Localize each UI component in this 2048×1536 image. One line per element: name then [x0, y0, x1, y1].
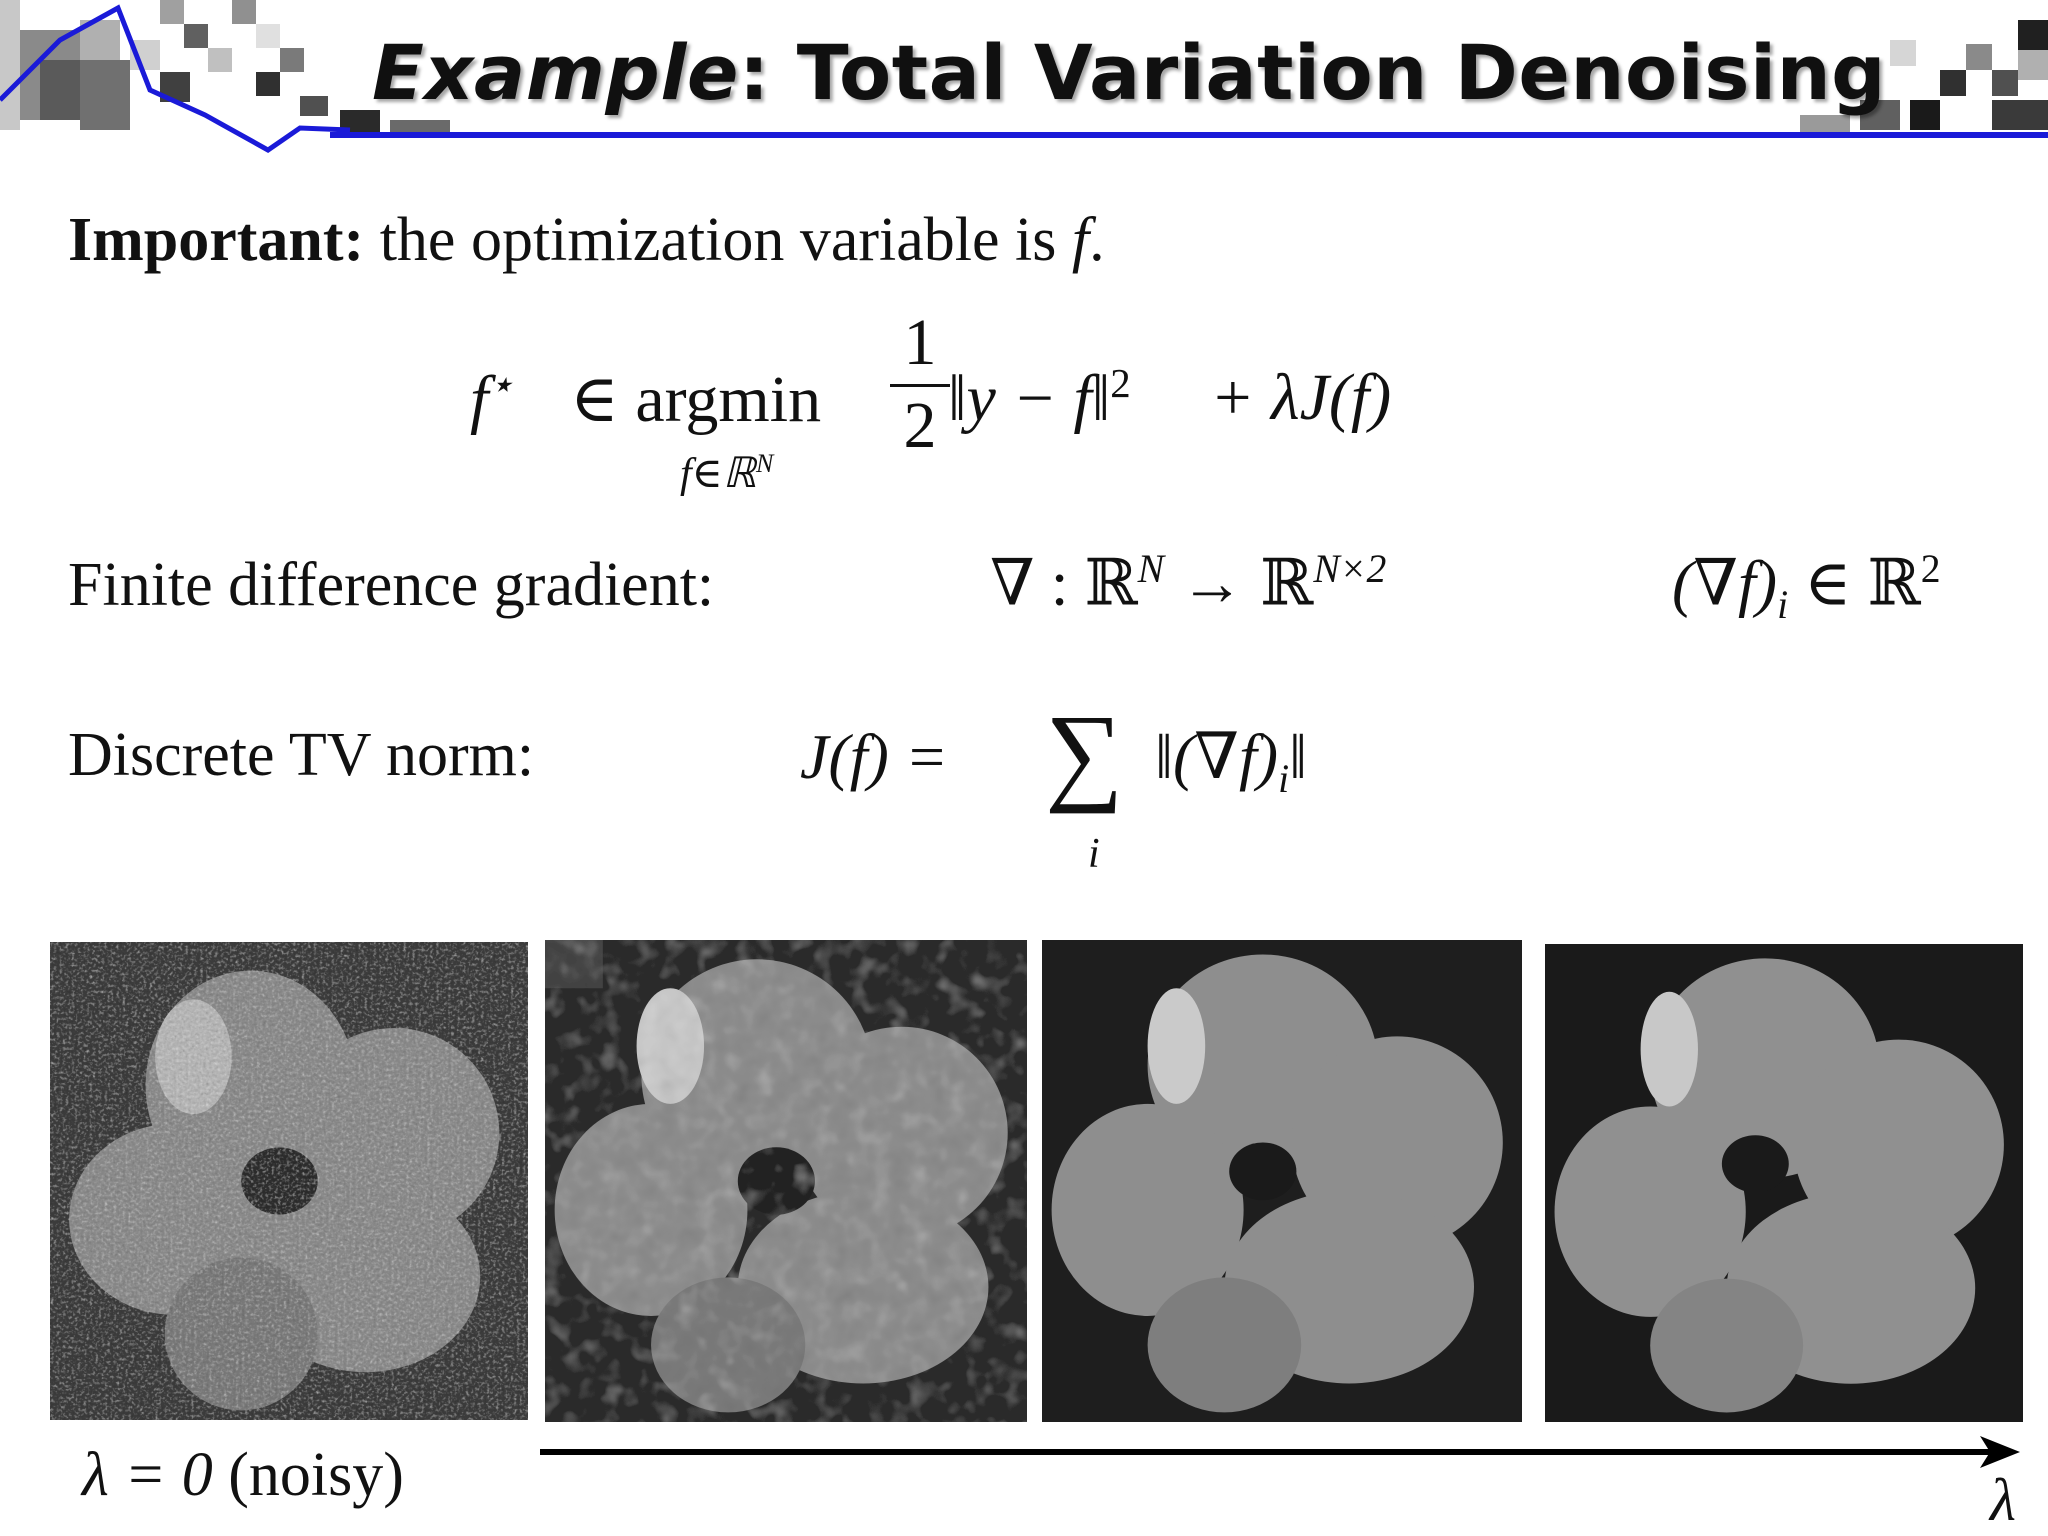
gradient-map-sup1: N [1137, 547, 1165, 591]
lambda-axis-arrow [540, 1436, 2020, 1468]
important-note: Important: the optimization variable is … [68, 205, 1105, 276]
tv-term-pre: ‖(∇f) [1155, 721, 1279, 792]
formula-subscript: f∈ℝN [680, 448, 773, 498]
denoised-image-high-lambda [1545, 944, 2023, 1422]
important-label: Important: [68, 206, 365, 274]
gradient-map-sup2: N×2 [1313, 547, 1387, 591]
gradient-comp-pre: (∇f) [1672, 547, 1778, 619]
formula-norm-sup: 2 [1110, 361, 1131, 406]
important-var: f [1071, 206, 1090, 274]
important-text: the optimization variable is [364, 206, 1072, 274]
tv-lhs: J(f) = [800, 721, 948, 792]
gradient-comp-sup: 2 [1920, 547, 1941, 591]
tv-label: Discrete TV norm: [68, 721, 535, 789]
header-decoration [0, 0, 2048, 153]
gradient-comp-in: ∈ ℝ [1788, 547, 1921, 619]
formula-argmin: ∈ argmin [570, 363, 822, 436]
slide-title: Example: Total Variation Denoising [372, 28, 1886, 117]
gradient-map-pre: ∇ : ℝ [990, 547, 1138, 619]
formula-lhs-star: ⋆ [488, 362, 514, 407]
gradient-comp-sub: i [1777, 583, 1789, 628]
formula-lhs: f⋆ [470, 360, 514, 438]
fraction-denominator: 2 [903, 389, 937, 462]
noisy-label: λ = 0 (noisy) [82, 1440, 404, 1511]
tv-sum-index: i [1088, 831, 1100, 877]
formula-lhs-var: f [470, 363, 489, 436]
formula-regularizer: + λJ(f) [1210, 361, 1392, 434]
formula-sub-text: f∈ℝ [680, 451, 757, 497]
tv-term-sub: i [1278, 756, 1290, 801]
gradient-component: (∇f)i ∈ ℝ2 [1672, 546, 1941, 628]
gradient-map: ∇ : ℝN → ℝN×2 [990, 546, 1386, 620]
formula-sub-sup: N [756, 449, 774, 478]
tv-term: ‖(∇f)i‖ [1155, 720, 1307, 802]
fraction-numerator: 1 [903, 306, 937, 379]
denoised-image-mid-lambda [1042, 940, 1522, 1422]
formula-fraction: 1 2 [890, 310, 950, 459]
noisy-image [50, 942, 528, 1420]
lambda-axis-label: λ [1990, 1467, 2016, 1533]
important-end: . [1089, 206, 1105, 274]
noisy-label-lambda: λ = 0 [82, 1441, 229, 1509]
tv-term-post: ‖ [1289, 721, 1308, 792]
tv-sum-symbol: ∑ [1045, 692, 1124, 814]
gradient-map-arrow: → ℝ [1164, 547, 1314, 619]
denoised-image-low-lambda [545, 940, 1027, 1422]
formula-norm-text: ‖y − f‖ [948, 362, 1111, 435]
gradient-label: Finite difference gradient: [68, 551, 715, 619]
tv-formula: J(f) = ∑ i ‖(∇f)i‖ [800, 690, 1450, 890]
formula-norm: ‖y − f‖2 [948, 360, 1131, 437]
noisy-label-paren: (noisy) [228, 1441, 404, 1509]
fraction-bar [890, 384, 950, 387]
title-emphasis: Example [372, 28, 739, 117]
title-rest: : Total Variation Denoising [738, 28, 1887, 117]
